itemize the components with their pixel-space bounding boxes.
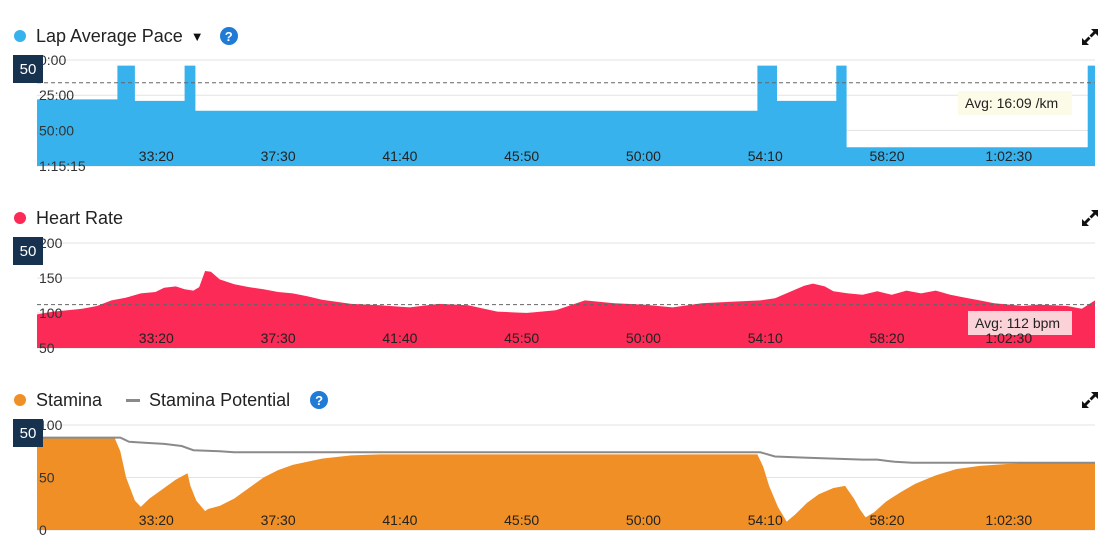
stamina-badge: 50 [13, 419, 43, 447]
pace-title: Lap Average Pace [36, 25, 183, 46]
expand-arrows-icon[interactable] [1080, 390, 1100, 410]
stamina-area [37, 437, 1095, 530]
x-tick-label: 45:50 [504, 512, 539, 528]
x-tick-label: 33:20 [139, 330, 174, 346]
expand-arrows-icon[interactable] [1080, 27, 1100, 47]
x-tick-label: 54:10 [748, 330, 783, 346]
x-tick-label: 58:20 [869, 148, 904, 164]
pace-legend-dot [14, 30, 26, 42]
average-label-box [958, 91, 1072, 115]
potential-legend-line [126, 398, 141, 402]
y-tick-label: 50:00 [39, 122, 74, 138]
heart-header: Heart Rate [14, 206, 131, 230]
lap-average-pace-area [37, 65, 1095, 166]
stamina-legend-dot [14, 394, 26, 406]
y-tick-label: 25:00 [39, 87, 74, 103]
y-tick-label: 150 [39, 270, 63, 286]
help-circle-icon[interactable]: ? [219, 27, 238, 45]
x-tick-label: 1:02:30 [985, 512, 1032, 528]
pace-chart[interactable]: Avg: 16:09 /km 0:00 25:00 50:00 1:15:15 33:20… [0, 0, 1120, 200]
x-tick-label: 54:10 [748, 512, 783, 528]
pace-badge: 50 [13, 55, 43, 83]
x-tick-label: 37:30 [261, 512, 296, 528]
y-tick-label: 1:15:15 [39, 158, 86, 174]
y-tick-label: 50 [39, 470, 55, 486]
average-label: Avg: 16:09 /km [965, 95, 1058, 111]
y-tick-label: 50 [39, 340, 55, 356]
stamina-title: Stamina [36, 389, 103, 410]
x-tick-label: 41:40 [382, 148, 417, 164]
x-tick-label: 50:00 [626, 330, 661, 346]
x-tick-label: 33:20 [139, 148, 174, 164]
heart-badge: 50 [13, 237, 43, 265]
stamina-panel: Stamina Stamina Potential ? [0, 388, 1120, 538]
heart-legend-dot [14, 212, 26, 224]
x-tick-label: 54:10 [748, 148, 783, 164]
x-tick-label: 1:02:30 [985, 148, 1032, 164]
stamina-header: Stamina Stamina Potential ? [14, 388, 329, 412]
x-tick-label: 58:20 [869, 512, 904, 528]
pace-panel: Lap Average Pace ▼ ? [0, 24, 1120, 174]
potential-title: Stamina Potential [149, 389, 291, 410]
help-circle-icon[interactable]: ? [310, 391, 329, 409]
average-label: Avg: 112 bpm [975, 315, 1060, 331]
x-tick-label: 50:00 [626, 512, 661, 528]
x-tick-label: 33:20 [139, 512, 174, 528]
heart-title: Heart Rate [36, 207, 124, 228]
y-tick-label: 0 [39, 522, 47, 538]
average-label-box [968, 311, 1072, 335]
pace-header: Lap Average Pace ▼ ? [14, 24, 238, 48]
stamina-potential-line [37, 436, 1095, 464]
x-tick-label: 45:50 [504, 330, 539, 346]
x-tick-label: 45:50 [504, 148, 539, 164]
x-tick-label: 41:40 [382, 512, 417, 528]
x-tick-label: 37:30 [261, 148, 296, 164]
caret-down-icon[interactable]: ▼ [190, 28, 204, 44]
expand-arrows-icon[interactable] [1080, 208, 1100, 228]
heart-rate-area [37, 271, 1095, 348]
heart-rate-chart[interactable]: Avg: 112 bpm 200 150 100 50 33:20 37:30 41:40 45… [0, 0, 1120, 380]
x-tick-label: 1:02:30 [985, 330, 1032, 346]
y-tick-label: 100 [39, 305, 63, 321]
x-tick-label: 58:20 [869, 330, 904, 346]
x-tick-label: 50:00 [626, 148, 661, 164]
x-tick-label: 41:40 [382, 330, 417, 346]
x-tick-label: 37:30 [261, 330, 296, 346]
heart-panel: Heart Rate [0, 206, 1120, 356]
y-tick-label: 0:00 [39, 52, 66, 68]
y-tick-label: 200 [39, 235, 63, 251]
y-tick-label: 100 [39, 417, 63, 433]
